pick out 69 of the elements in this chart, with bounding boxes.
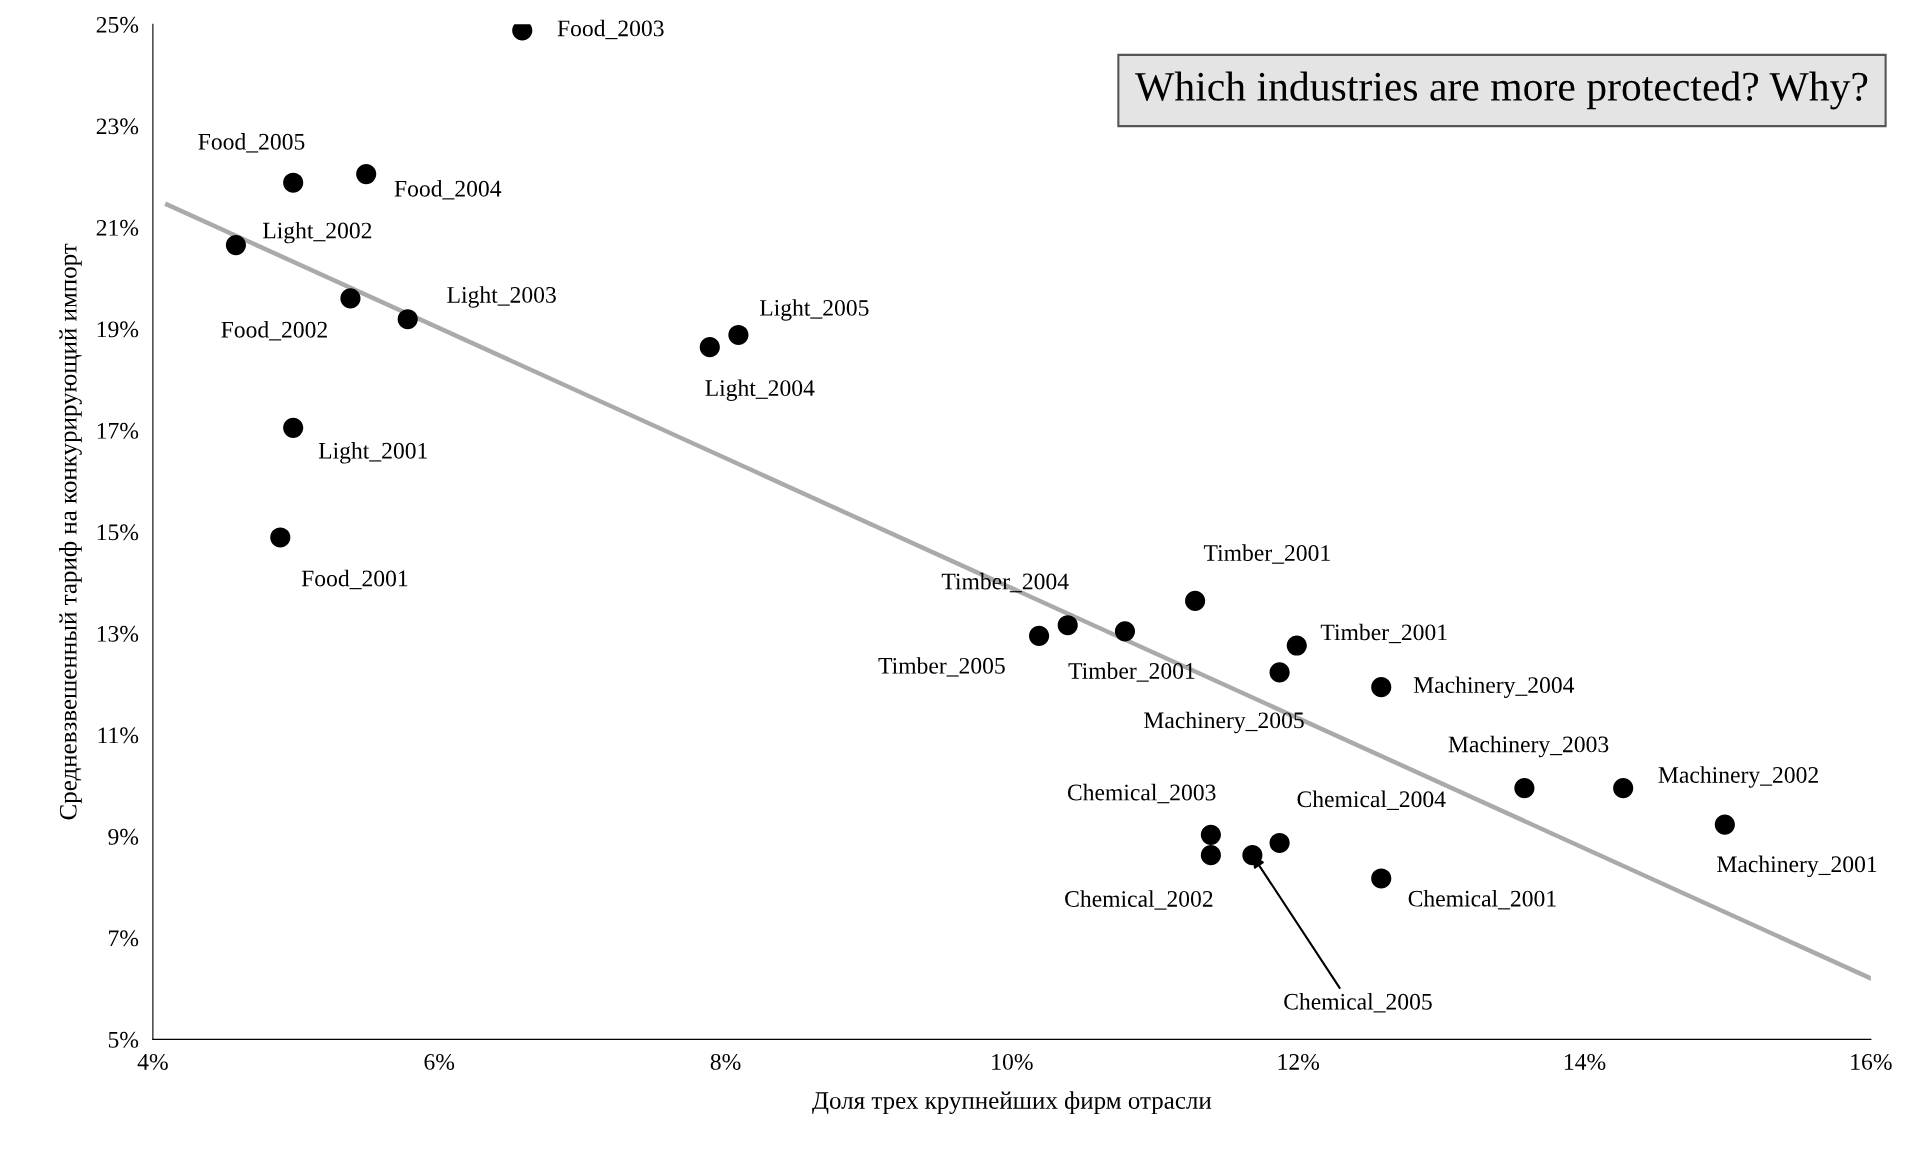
annotation: Food_2002 xyxy=(221,321,327,341)
annotation: Light_2001 xyxy=(318,442,427,464)
x-axis-title: Доля трех крупнейших фирм отрасли xyxy=(812,1091,1212,1115)
annotation: Food_2001 xyxy=(301,569,408,590)
point xyxy=(1714,814,1735,835)
x-tick-label: 12% xyxy=(1278,1053,1320,1070)
annotation: Machinery_2004 xyxy=(1413,676,1575,698)
annotation: Machinery_2001 xyxy=(1717,855,1877,878)
point xyxy=(397,309,418,330)
y-tick-label: 9% xyxy=(108,828,139,845)
point xyxy=(1200,824,1221,845)
annotation: Chemical_2001 xyxy=(1408,890,1556,910)
annotation: Light_2003 xyxy=(447,286,556,308)
y-tick-label: 25% xyxy=(96,16,139,33)
point xyxy=(1514,778,1535,799)
point xyxy=(340,288,361,309)
point xyxy=(270,527,291,548)
y-tick-label: 5% xyxy=(108,1031,139,1048)
point xyxy=(1371,677,1392,698)
annotation: Machinery_2003 xyxy=(1448,735,1609,758)
point xyxy=(1269,662,1290,683)
y-tick-label: 17% xyxy=(97,422,139,439)
y-tick-label: 15% xyxy=(97,524,139,541)
annotation: Timber_2001 xyxy=(1203,544,1330,564)
annotation: Timber_2001 xyxy=(1068,662,1195,682)
x-tick-label: 4% xyxy=(137,1053,168,1070)
x-tick-label: 8% xyxy=(710,1053,741,1070)
point xyxy=(728,324,749,346)
annotation: Food_2004 xyxy=(394,180,502,200)
y-tick-label: 13% xyxy=(97,625,139,642)
annotation: Chemical_2004 xyxy=(1297,790,1446,811)
point xyxy=(1114,621,1136,642)
annotation: Light_2005 xyxy=(759,299,869,321)
annotation: Light_2004 xyxy=(705,379,815,401)
annotation: Food_2005 xyxy=(198,133,305,153)
point xyxy=(356,164,377,185)
x-tick-label: 6% xyxy=(424,1053,455,1070)
annotation: Chemical_2003 xyxy=(1067,783,1216,804)
y-tick-label: 7% xyxy=(109,930,139,947)
point xyxy=(225,235,246,256)
y-tick-label: 23% xyxy=(96,118,139,135)
point xyxy=(1200,845,1221,866)
annotation: Chemical_2005 xyxy=(1284,993,1432,1013)
annotation: Machinery_2005 xyxy=(1144,711,1304,734)
annotation: Which industries are more protected? Why? xyxy=(1135,71,1868,110)
annotation: Timber_2005 xyxy=(878,657,1005,677)
annotation: Timber_2004 xyxy=(941,572,1069,593)
point xyxy=(1057,615,1078,636)
x-tick-label: 16% xyxy=(1851,1053,1892,1070)
point xyxy=(283,417,304,438)
annotation: Timber_2001 xyxy=(1320,623,1447,644)
point xyxy=(1269,832,1290,854)
y-tick-label: 19% xyxy=(97,321,139,338)
x-tick-label: 10% xyxy=(992,1053,1033,1070)
annotation: Machinery_2002 xyxy=(1658,766,1818,788)
point xyxy=(1371,868,1392,889)
point xyxy=(1029,625,1050,646)
y-axis-title: Средневзвешенный тариф на конкурирующий импорт xyxy=(59,243,82,820)
y-tick-label: 21% xyxy=(96,219,139,236)
point xyxy=(283,172,304,193)
annotation: Light_2002 xyxy=(262,221,372,244)
point xyxy=(1286,635,1307,656)
point xyxy=(1613,778,1634,799)
annotation: Food_2003 xyxy=(557,19,664,40)
point xyxy=(1185,590,1206,611)
annotation: Chemical_2002 xyxy=(1065,890,1213,910)
y-tick-label: 11% xyxy=(98,727,139,744)
x-tick-label: 14% xyxy=(1564,1053,1606,1070)
point xyxy=(699,337,720,358)
